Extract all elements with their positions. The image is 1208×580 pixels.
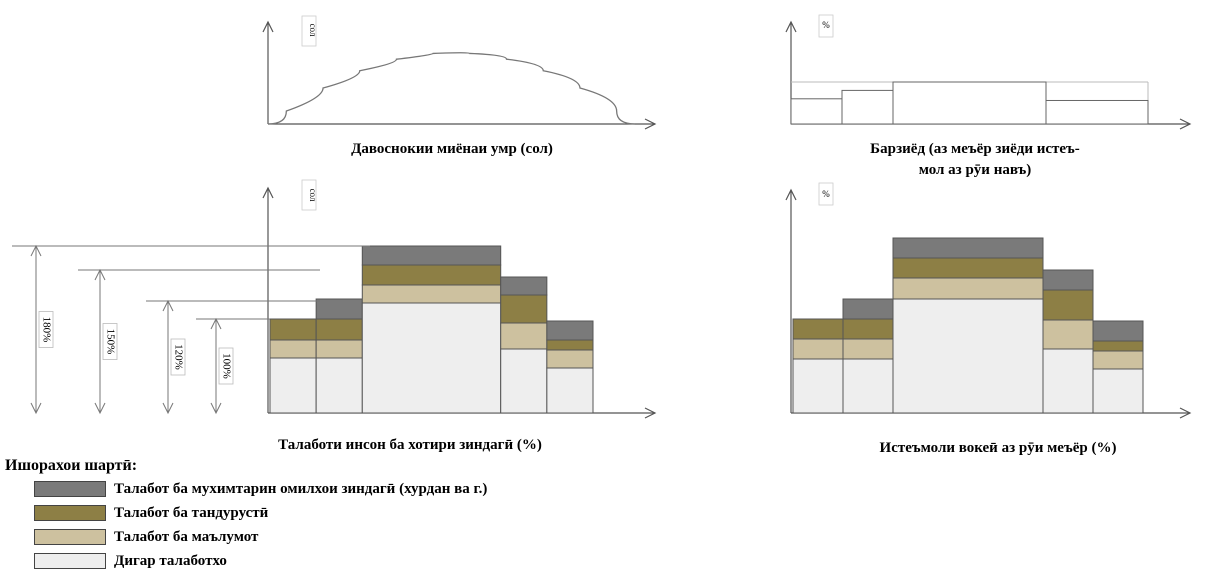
actual-consumption-segment [842, 358, 894, 414]
human-needs-reference-label-box [102, 323, 118, 360]
actual-consumption-x-arrow-icon [1179, 407, 1192, 419]
legend-swatch-education [34, 529, 106, 545]
human-needs-segment [546, 367, 594, 414]
actual-consumption-segment [1092, 368, 1144, 414]
legend-title: Ишорахои шартӣ: [5, 457, 138, 474]
excess-consumption-bar [892, 81, 1047, 125]
actual-consumption-segment [1092, 320, 1144, 342]
actual-consumption-segment [1042, 269, 1094, 291]
human-needs-segment [361, 264, 502, 286]
human-needs-unit-box [301, 179, 317, 211]
legend-item-health: Талабот ба тандурустӣ [34, 501, 814, 525]
human-needs-segment [315, 318, 363, 341]
human-needs-bracket-up-arrow-icon [94, 268, 106, 281]
legend-swatch-health [34, 505, 106, 521]
human-needs-segment [361, 284, 502, 304]
legend-swatch-other [34, 553, 106, 569]
human-needs-bracket-down-arrow-icon [30, 402, 42, 415]
life-expectancy-x-arrow-icon [644, 118, 657, 130]
actual-consumption-chart [785, 182, 1192, 419]
excess-consumption-y-arrow-icon [785, 20, 797, 33]
actual-consumption-unit: % [822, 189, 830, 199]
human-needs-segment [546, 339, 594, 351]
actual-consumption-segment [1092, 350, 1144, 370]
legend-label-education: Талабот ба маълумот [114, 528, 259, 545]
excess-consumption-bar [1045, 99, 1149, 125]
human-needs-caption: Талаботи инсон ба хотири зиндагӣ (%) [278, 437, 542, 453]
actual-consumption-segment [892, 237, 1044, 259]
life-expectancy-unit: сол [308, 24, 318, 37]
human-needs-bracket-up-arrow-icon [162, 299, 174, 312]
legend-item-other: Дигар талаботхо [34, 549, 814, 573]
human-needs-segment [500, 322, 548, 350]
life-expectancy-chart [262, 15, 657, 130]
actual-consumption-y-arrow-icon [785, 188, 797, 201]
actual-consumption-segment [1042, 348, 1094, 414]
actual-consumption-segment [1042, 289, 1094, 321]
actual-consumption-caption: Истеъмоли вокеӣ аз рӯи меъёр (%) [880, 440, 1117, 455]
excess-consumption-bar [841, 89, 894, 125]
actual-consumption-segment [842, 298, 894, 320]
human-needs-bracket-up-arrow-icon [30, 244, 42, 257]
human-needs-segment [269, 318, 317, 341]
legend-item-vital: Талабот ба мухимтарин омилхои зиндагӣ (х… [34, 477, 814, 501]
human-needs-reference-label: 120% [172, 344, 184, 370]
actual-consumption-segment [892, 257, 1044, 279]
actual-consumption-segment [842, 338, 894, 360]
excess-consumption-chart [785, 14, 1192, 130]
actual-consumption-segment [892, 298, 1044, 414]
human-needs-segment [361, 245, 502, 266]
human-needs-reference-label: 180% [40, 317, 52, 343]
human-needs-segment [269, 339, 317, 359]
human-needs-segment [269, 357, 317, 414]
life-expectancy-unit-box [301, 15, 317, 47]
human-needs-bracket-down-arrow-icon [162, 402, 174, 415]
human-needs-segment [546, 349, 594, 369]
excess-consumption-bar [790, 98, 843, 125]
life-expectancy-caption: Давоснокии миёнаи умр (сол) [351, 141, 553, 157]
human-needs-reference-label: 100% [220, 353, 232, 379]
life-expectancy-y-arrow-icon [262, 20, 274, 33]
legend-label-other: Дигар талаботхо [114, 552, 227, 569]
actual-consumption-segment [792, 318, 844, 340]
excess-consumption-unit-box [818, 14, 834, 38]
excess-consumption-unit: % [822, 20, 830, 30]
human-needs-segment [315, 298, 363, 320]
human-needs-reference-label: 150% [104, 329, 116, 355]
human-needs-bracket-down-arrow-icon [210, 402, 222, 415]
legend-label-vital: Талабот ба мухимтарин омилхои зиндагӣ (х… [114, 480, 488, 497]
actual-consumption-segment [792, 338, 844, 360]
actual-consumption-segment [842, 318, 894, 340]
figure-canvas: Давоснокии миёнаи умр (сол) сол Барзиёд … [12, 14, 1192, 455]
human-needs-bracket-down-arrow-icon [94, 402, 106, 415]
human-needs-segment [315, 339, 363, 359]
legend-swatch-vital [34, 481, 106, 497]
actual-consumption-segment [892, 277, 1044, 300]
excess-consumption-caption-line2: мол аз рӯи навъ) [919, 162, 1032, 178]
legend-label-health: Талабот ба тандурустӣ [114, 504, 269, 521]
human-needs-segment [500, 348, 548, 414]
actual-consumption-segment [1092, 340, 1144, 352]
human-needs-bracket-up-arrow-icon [210, 317, 222, 330]
human-needs-chart: 180% 150% 120% 100% [12, 179, 657, 419]
actual-consumption-segment [1042, 319, 1094, 350]
human-needs-reference-label-box [170, 338, 186, 376]
human-needs-segment [546, 320, 594, 341]
excess-consumption-caption-line1: Барзиёд (аз меъёр зиёди истеъ- [870, 141, 1080, 157]
human-needs-unit: сол [308, 189, 318, 202]
human-needs-reference-label-box [218, 347, 234, 385]
actual-consumption-unit-box [818, 182, 834, 206]
legend-item-education: Талабот ба маълумот [34, 525, 814, 549]
human-needs-segment [500, 276, 548, 296]
human-needs-segment [500, 294, 548, 324]
human-needs-x-arrow-icon [644, 407, 657, 419]
legend: Ишорахои шартӣ: Талабот ба мухимтарин ом… [5, 455, 814, 573]
human-needs-segment [361, 302, 502, 414]
human-needs-segment [315, 357, 363, 414]
human-needs-y-arrow-icon [262, 186, 274, 199]
human-needs-reference-label-box [38, 311, 54, 348]
excess-consumption-x-arrow-icon [1179, 118, 1192, 130]
actual-consumption-segment [792, 358, 844, 414]
life-expectancy-curve [267, 52, 636, 125]
